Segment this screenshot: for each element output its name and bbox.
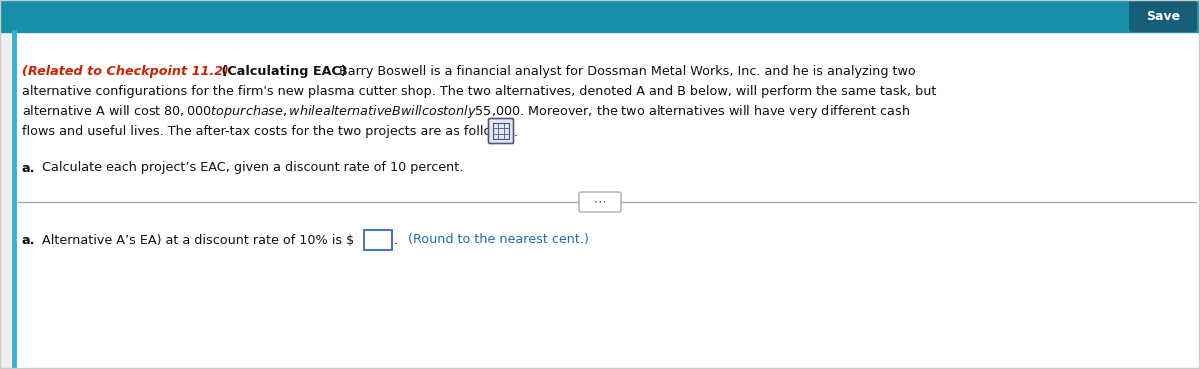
Text: Barry Boswell is a financial analyst for Dossman Metal Works, Inc. and he is ana: Barry Boswell is a financial analyst for… — [335, 66, 916, 79]
FancyBboxPatch shape — [488, 118, 514, 144]
FancyBboxPatch shape — [580, 192, 622, 212]
Text: Calculate each project’s EAC, given a discount rate of 10 percent.: Calculate each project’s EAC, given a di… — [38, 162, 463, 175]
Text: .: . — [514, 125, 518, 138]
FancyBboxPatch shape — [1129, 0, 1198, 32]
Text: (Calculating EAC): (Calculating EAC) — [217, 66, 347, 79]
Text: flows and useful lives. The after-tax costs for the two projects are as follows:: flows and useful lives. The after-tax co… — [22, 125, 512, 138]
Text: alternative A will cost $80,000 to purchase, while alternative B will cost only : alternative A will cost $80,000 to purch… — [22, 103, 910, 121]
Text: (Round to the nearest cent.): (Round to the nearest cent.) — [400, 234, 589, 246]
Text: .: . — [394, 234, 398, 246]
Text: ⋯: ⋯ — [594, 196, 606, 208]
FancyBboxPatch shape — [364, 230, 392, 250]
Text: a.: a. — [22, 162, 35, 175]
Bar — [0, 0, 1200, 32]
Text: alternative configurations for the firm's new plasma cutter shop. The two altern: alternative configurations for the firm'… — [22, 86, 936, 99]
Text: (Related to Checkpoint 11.2): (Related to Checkpoint 11.2) — [22, 66, 229, 79]
Text: Alternative A’s EA) at a discount rate of 10% is $: Alternative A’s EA) at a discount rate o… — [38, 234, 354, 246]
Text: a.: a. — [22, 234, 35, 246]
Text: Save: Save — [1146, 10, 1180, 23]
